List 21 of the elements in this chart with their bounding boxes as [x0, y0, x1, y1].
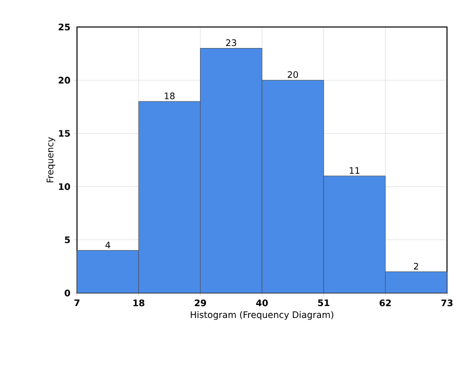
y-tick-label: 20	[58, 76, 70, 84]
x-tick-label: 40	[256, 300, 268, 306]
y-tick-label: 25	[58, 24, 70, 30]
x-tick-label: 73	[441, 300, 453, 306]
data-label: 20	[288, 71, 298, 78]
data-label: 11	[350, 167, 360, 174]
data-label: 18	[164, 92, 175, 100]
y-axis-title: Frequency	[46, 137, 56, 182]
x-axis-title: Histogram (Frequency Diagram)	[190, 311, 334, 320]
data-label: 23	[226, 39, 236, 46]
y-tick-label: 15	[59, 130, 70, 137]
data-label: 4	[105, 242, 110, 248]
y-tick-label: 0	[64, 290, 70, 296]
x-tick-label: 7	[74, 300, 80, 306]
data-label: 2	[414, 262, 418, 270]
x-tick-label: 18	[133, 300, 144, 306]
x-tick-label: 62	[380, 300, 391, 306]
y-tick-label: 5	[64, 236, 70, 244]
x-tick-label: 29	[194, 300, 206, 306]
y-tick-label: 10	[59, 183, 70, 190]
x-tick-label: 51	[318, 300, 330, 306]
